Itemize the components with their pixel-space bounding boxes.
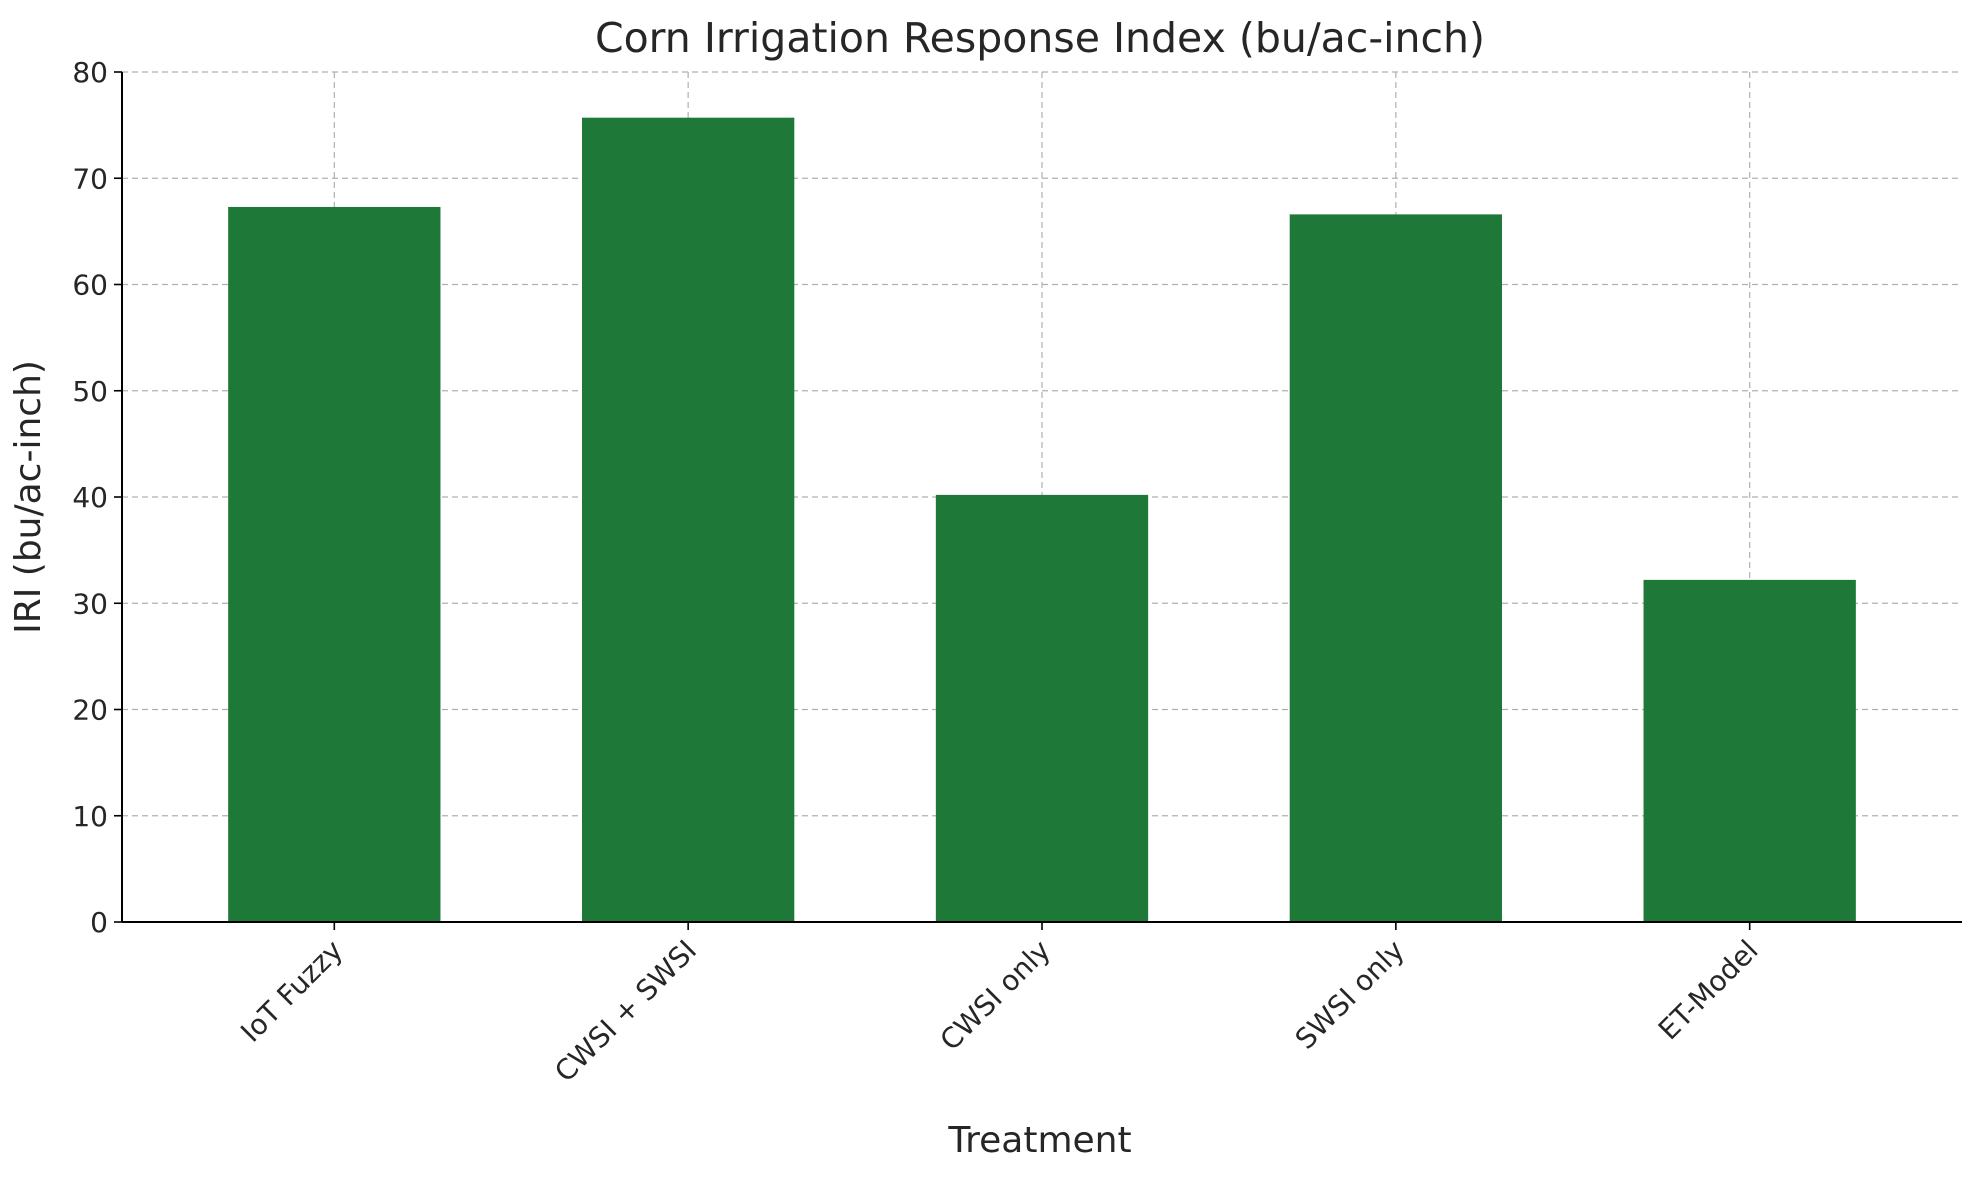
bar — [935, 494, 1149, 922]
bar — [1643, 579, 1856, 922]
x-tick-label: SWSI only — [1289, 934, 1411, 1056]
y-tick-label: 0 — [90, 906, 108, 939]
x-tick-label: CWSI + SWSI — [548, 934, 703, 1089]
y-axis-title: IRI (bu/ac-inch) — [8, 360, 49, 634]
bar — [582, 117, 795, 922]
y-tick-label: 30 — [72, 587, 108, 620]
x-axis-title: Treatment — [947, 1120, 1131, 1161]
y-tick-label: 50 — [72, 375, 108, 408]
x-tick-label: CWSI only — [934, 934, 1057, 1057]
y-tick-label: 60 — [72, 269, 108, 302]
y-tick-label: 20 — [72, 694, 108, 727]
chart-title: Corn Irrigation Response Index (bu/ac-in… — [595, 14, 1485, 62]
y-tick-label: 40 — [72, 481, 108, 514]
bar — [228, 206, 441, 922]
x-tick-label: IoT Fuzzy — [234, 934, 349, 1049]
y-tick-label: 10 — [72, 800, 108, 833]
x-tick-label: ET-Model — [1652, 934, 1765, 1047]
y-tick-label: 80 — [72, 56, 108, 89]
bar — [1289, 214, 1502, 922]
y-tick-label: 70 — [72, 162, 108, 195]
bars-layer — [228, 117, 1856, 922]
